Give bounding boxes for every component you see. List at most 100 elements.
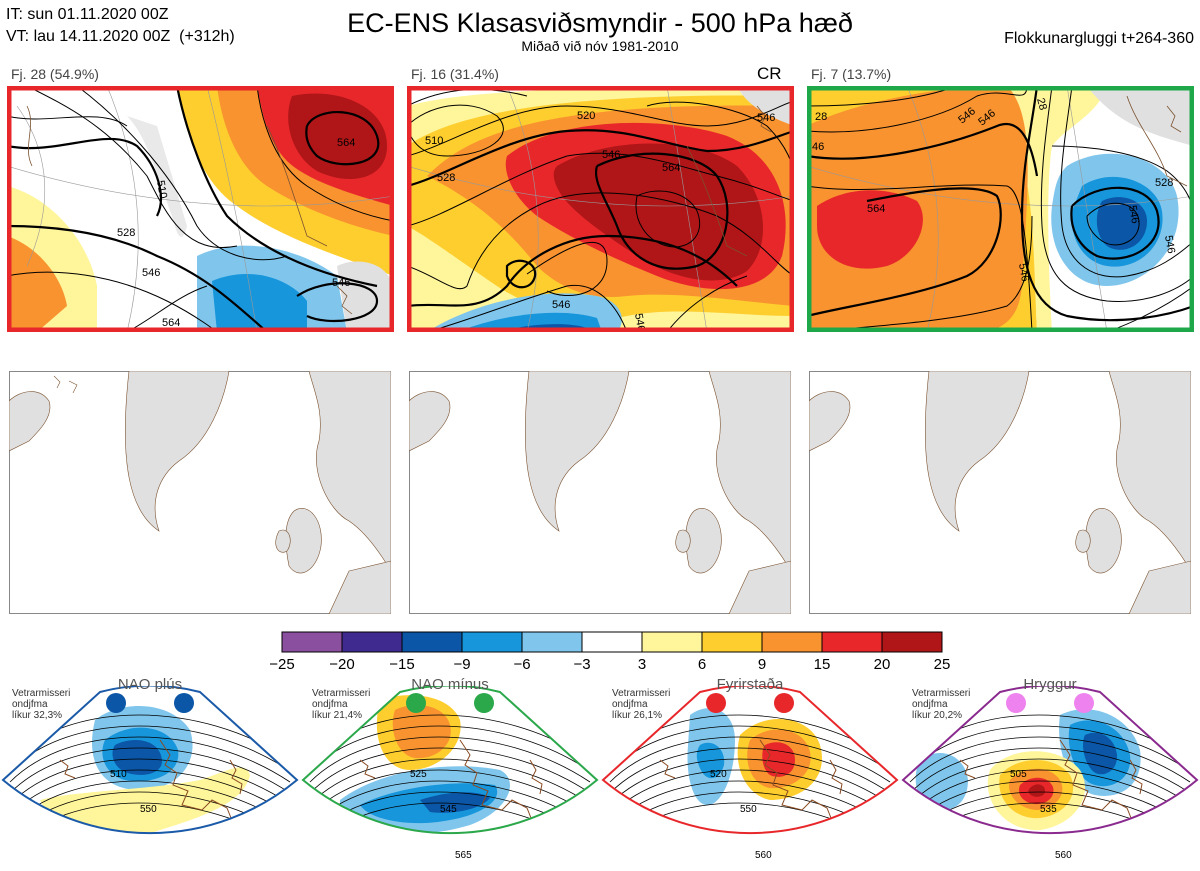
regime-contour-label: 535: [1040, 804, 1057, 815]
cluster-2-contour-520: 520: [577, 110, 595, 122]
regime-anomaly-shading: [1028, 784, 1046, 797]
cluster-1-map: 510 528 546 546 564 564: [7, 86, 394, 332]
regime-contour-label: 525: [410, 769, 427, 780]
regime-marker-dot: [774, 693, 794, 713]
cluster-2-contour-546b: 546: [552, 299, 570, 311]
cluster-2-map: 510 520 528 546 546 546 546 564: [407, 86, 794, 332]
cluster-2-contour-546d: 546: [632, 312, 647, 332]
cluster-2-label: Fj. 16 (31.4%): [411, 66, 499, 82]
colorbar-tick-label: −9: [453, 656, 471, 673]
regime-height-contour: [609, 736, 891, 783]
colorbar-tick-label: 6: [697, 656, 707, 673]
cluster-1-label: Fj. 28 (54.9%): [11, 66, 99, 82]
colorbar-cell: [461, 631, 523, 653]
colorbar-cell: [281, 631, 343, 653]
cluster-3-label: Fj. 7 (13.7%): [811, 66, 892, 82]
regime-height-contour: [309, 747, 591, 794]
regime-contour-label: 520: [710, 769, 727, 780]
cluster-3-contour-546d: 546: [1162, 234, 1177, 254]
cluster-2-contour-546a: 546: [602, 149, 620, 161]
regime-marker-dot: [1074, 693, 1094, 713]
colorbar-cell: [701, 631, 763, 653]
cluster-2-contour-546c: 546: [757, 112, 775, 124]
colorbar-tick-label: 9: [757, 656, 767, 673]
colorbar-cell: [821, 631, 883, 653]
colorbar-cell: [641, 631, 703, 653]
cluster-3-map: 28 28 46 546 546 564 546 546 546 528: [807, 86, 1194, 332]
regime-marker-dot: [706, 693, 726, 713]
page-subtitle: Miðað við nóv 1981-2010: [521, 38, 679, 54]
regime-contour-label: 505: [1010, 769, 1027, 780]
regime-title: NAO plús: [117, 676, 183, 693]
colorbar: [281, 631, 943, 653]
regime-probability-text: Vetrarmisseri ondjfma líkur 26,1%: [612, 688, 671, 721]
cluster-1-contour-510: 510: [154, 179, 169, 199]
regime-title: NAO mínus: [411, 676, 489, 693]
colorbar-cell: [341, 631, 403, 653]
regime-height-contour: [309, 725, 591, 772]
colorbar-tick-label: −25: [269, 656, 295, 673]
regime-height-contour: [9, 758, 291, 805]
cluster-2-contour-528: 528: [437, 172, 455, 184]
cluster-1-contour-528: 528: [117, 227, 135, 239]
regime-contour-label: 565: [455, 850, 472, 861]
regime-anomaly-shading: [420, 792, 490, 813]
cluster-3-contour-546c: 546: [1016, 262, 1031, 282]
regime-border: [1, 686, 299, 835]
regime-height-contour: [9, 769, 291, 816]
header-times: IT: sun 01.11.2020 00Z VT: lau 14.11.2020…: [6, 4, 235, 48]
page-title: EC-ENS Klasasviðsmyndir - 500 hPa hæð: [347, 8, 853, 38]
valid-time: VT: lau 14.11.2020 00Z (+312h): [6, 28, 235, 45]
empty-map-2: [409, 371, 791, 614]
regime-map: 525 545 565: [301, 686, 599, 861]
cluster-2-contour-510: 510: [425, 135, 443, 147]
regime-contour-label: 550: [140, 804, 157, 815]
regime-coastline: [59, 739, 243, 829]
regime-contour-label: 510: [110, 769, 127, 780]
classification-window: Flokkunargluggi t+264-360: [1004, 30, 1194, 47]
colorbar-cell: [521, 631, 583, 653]
empty-map-3: [809, 371, 1191, 614]
colorbar-tick-label: 25: [933, 656, 951, 673]
regime-height-contour: [909, 769, 1191, 816]
cluster-1-contour-564a: 564: [337, 137, 355, 149]
colorbar-tick-label: −6: [513, 656, 531, 673]
cluster-1-contour-546a: 546: [142, 267, 160, 279]
cluster-3-contour-564: 564: [867, 203, 885, 215]
regime-marker-dot: [174, 693, 194, 713]
colorbar-tick-label: −15: [389, 656, 415, 673]
regime-height-contour: [9, 736, 291, 783]
initial-time: IT: sun 01.11.2020 00Z: [6, 6, 169, 23]
regime-height-contour: [909, 725, 1191, 772]
regime-marker-dot: [474, 693, 494, 713]
cluster-3-contour-528: 528: [1155, 177, 1173, 189]
regime-map: 505 535 560: [901, 686, 1199, 861]
regime-height-contour: [609, 758, 891, 805]
regime-coastline: [359, 739, 543, 829]
regime-border: [301, 686, 599, 835]
colorbar-tick-label: 15: [813, 656, 831, 673]
regime-height-contour: [609, 747, 891, 794]
cluster-3-border: [807, 86, 1194, 332]
colorbar-tick-label: −20: [329, 656, 355, 673]
regime-height-contour: [609, 725, 891, 772]
colorbar-cell: [761, 631, 823, 653]
regime-height-contour: [309, 769, 591, 816]
cluster-2-border: [407, 86, 794, 332]
regime-map: 510 550: [1, 686, 299, 835]
regime-anomaly-shading: [915, 752, 968, 811]
cluster-3-contour-28a: 28: [815, 111, 827, 123]
colorbar-tick-label: 20: [873, 656, 891, 673]
regime-height-contour: [9, 747, 291, 794]
colorbar-tick-label: 3: [637, 656, 647, 673]
regime-probability-text: Vetrarmisseri ondjfma líkur 21,4%: [312, 688, 371, 721]
regime-anomaly-shading: [1012, 850, 1045, 861]
regime-border: [901, 686, 1199, 835]
regime-marker-dot: [406, 693, 426, 713]
regime-height-contour: [309, 758, 591, 805]
regime-map: 520 550 560: [601, 686, 899, 861]
regime-height-contour: [909, 758, 1191, 805]
regime-height-contour: [609, 769, 891, 816]
regime-height-contour: [9, 725, 291, 772]
regime-probability-text: Vetrarmisseri ondjfma líkur 20,2%: [912, 688, 971, 721]
